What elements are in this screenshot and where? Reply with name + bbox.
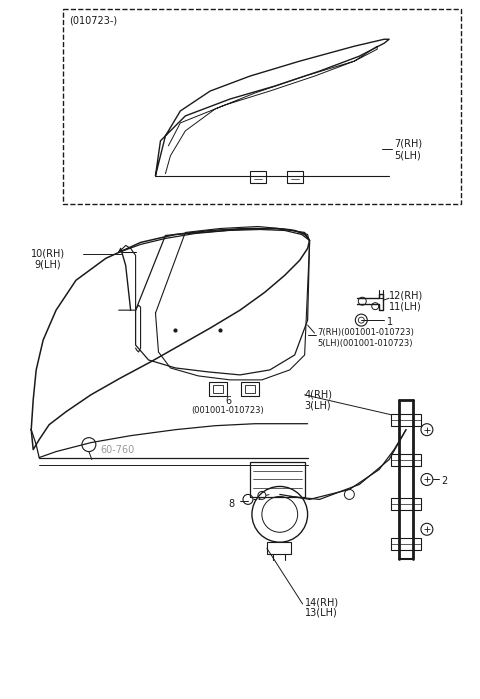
Text: 7(RH): 7(RH) xyxy=(394,139,422,149)
Text: (001001-010723): (001001-010723) xyxy=(192,406,264,415)
Text: 5(LH)(001001-010723): 5(LH)(001001-010723) xyxy=(318,339,413,348)
Text: 5(LH): 5(LH) xyxy=(394,151,421,161)
Text: 12(RH): 12(RH) xyxy=(389,290,423,301)
Bar xyxy=(250,461,305,498)
Bar xyxy=(63,9,461,203)
Text: 11(LH): 11(LH) xyxy=(389,301,422,311)
Bar xyxy=(241,382,259,396)
Bar xyxy=(245,385,255,393)
Bar xyxy=(209,382,227,396)
Text: 13(LH): 13(LH) xyxy=(305,608,337,618)
Bar xyxy=(213,385,223,393)
Bar xyxy=(391,538,421,550)
Text: 6: 6 xyxy=(225,396,231,406)
Bar xyxy=(391,414,421,426)
Bar xyxy=(250,171,266,182)
Text: 1: 1 xyxy=(387,317,393,327)
Text: 8: 8 xyxy=(228,499,234,510)
Bar xyxy=(391,454,421,466)
Bar xyxy=(267,542,291,554)
Text: 2: 2 xyxy=(441,477,447,487)
Text: 9(LH): 9(LH) xyxy=(34,259,61,269)
Text: 60-760: 60-760 xyxy=(101,445,135,454)
Text: 14(RH): 14(RH) xyxy=(305,597,339,607)
Text: 10(RH): 10(RH) xyxy=(31,248,65,259)
Text: (010723-): (010723-) xyxy=(69,15,117,25)
Bar xyxy=(391,498,421,510)
Text: 7(RH)(001001-010723): 7(RH)(001001-010723) xyxy=(318,328,414,337)
Text: 3(LH): 3(LH) xyxy=(305,401,331,411)
Bar xyxy=(287,171,302,182)
Text: 4(RH): 4(RH) xyxy=(305,390,333,400)
